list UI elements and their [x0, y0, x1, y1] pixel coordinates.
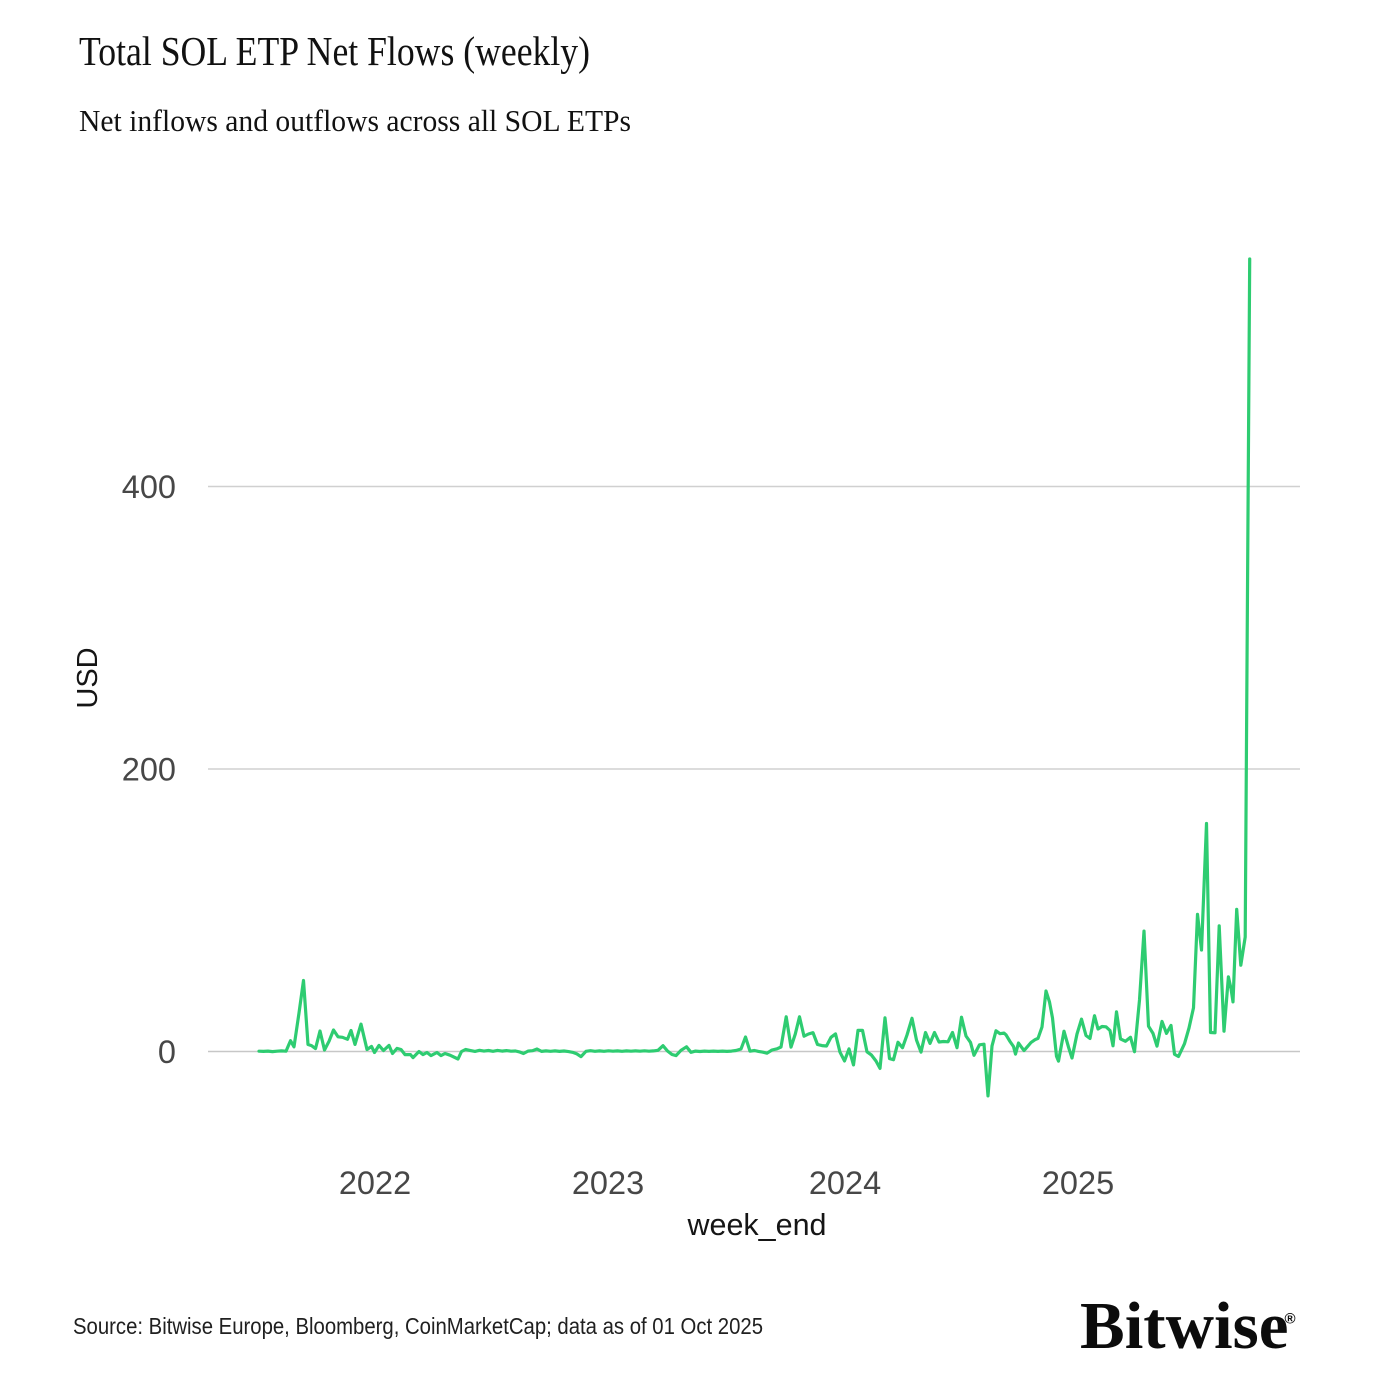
svg-text:200: 200 — [122, 752, 176, 788]
svg-text:2025: 2025 — [1042, 1165, 1114, 1201]
svg-text:2023: 2023 — [572, 1165, 644, 1201]
svg-text:2022: 2022 — [339, 1165, 411, 1201]
svg-text:Bitwise: Bitwise — [1080, 1289, 1288, 1363]
svg-text:USD: USD — [72, 647, 104, 708]
svg-text:®: ® — [1285, 1311, 1296, 1328]
svg-text:Total SOL ETP Net Flows (weekl: Total SOL ETP Net Flows (weekly) — [79, 28, 590, 75]
svg-text:Source: Bitwise Europe, Bloomb: Source: Bitwise Europe, Bloomberg, CoinM… — [73, 1313, 763, 1339]
svg-text:week_end: week_end — [686, 1208, 826, 1242]
svg-text:0: 0 — [158, 1034, 176, 1070]
svg-text:Net inflows and outflows acros: Net inflows and outflows across all SOL … — [79, 103, 631, 138]
svg-text:2024: 2024 — [809, 1165, 881, 1201]
svg-text:400: 400 — [122, 469, 176, 505]
